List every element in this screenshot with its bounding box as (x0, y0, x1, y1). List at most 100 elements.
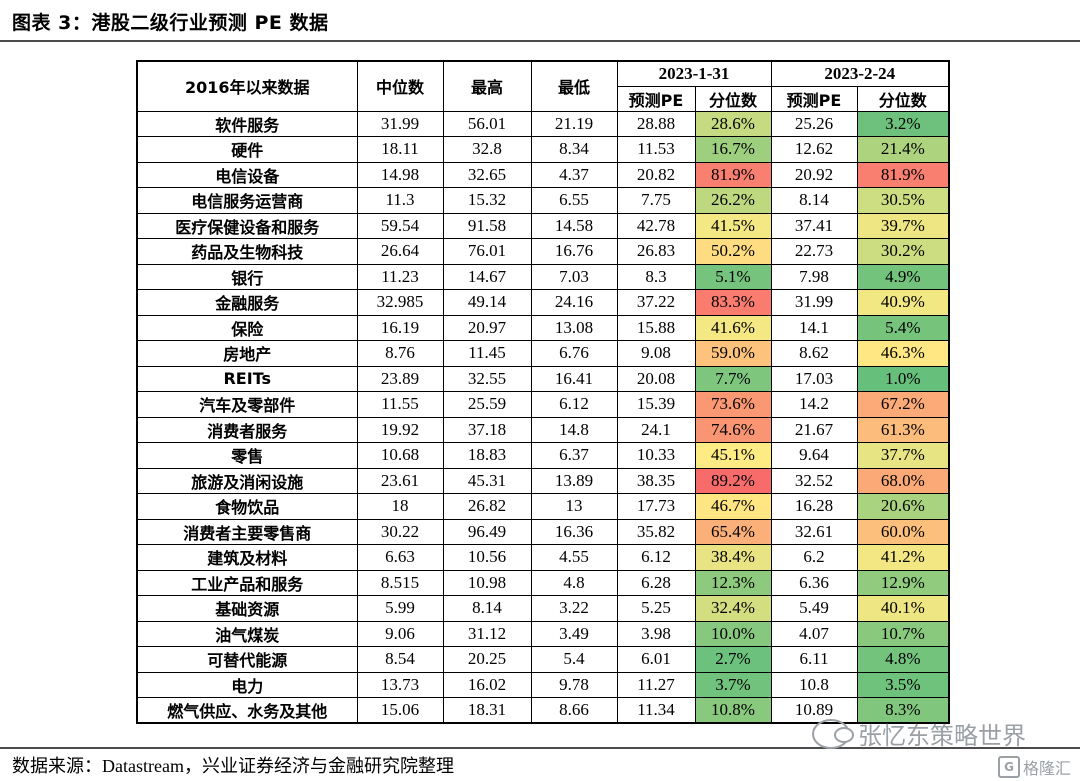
min-cell: 5.4 (530, 646, 618, 673)
max-cell: 45.31 (442, 467, 532, 494)
pct-cell-2: 3.2% (856, 110, 950, 137)
pct-cell-1: 46.7% (694, 493, 772, 520)
logo-text: 格隆汇 (1023, 759, 1072, 778)
row-name: 基础资源 (136, 595, 358, 622)
pe-cell-1: 11.34 (616, 697, 696, 724)
pct-cell-2: 8.3% (856, 697, 950, 724)
gelonghui-logo: G 格隆汇 (998, 755, 1071, 779)
pe-cell-2: 17.03 (770, 365, 858, 392)
pct-cell-1: 5.1% (694, 263, 772, 290)
row-name: 油气煤炭 (136, 620, 358, 647)
min-cell: 3.49 (530, 620, 618, 647)
max-cell: 56.01 (442, 110, 532, 137)
min-cell: 14.58 (530, 212, 618, 239)
pe-cell-1: 5.25 (616, 595, 696, 622)
pct-cell-1: 73.6% (694, 391, 772, 418)
max-cell: 20.25 (442, 646, 532, 673)
max-cell: 49.14 (442, 289, 532, 316)
median-cell: 59.54 (356, 212, 444, 239)
pct-cell-2: 30.5% (856, 187, 950, 214)
pct-cell-1: 65.4% (694, 518, 772, 545)
pe-cell-2: 25.26 (770, 110, 858, 137)
table-row: 消费者服务 19.92 37.18 14.8 24.1 74.6% 21.67 61.3% (136, 416, 950, 443)
min-cell: 8.66 (530, 697, 618, 724)
table-row: 软件服务 31.99 56.01 21.19 28.88 28.6% 25.26 3.2% (136, 110, 950, 137)
max-cell: 26.82 (442, 493, 532, 520)
table-header: 2016年以来数据 中位数 最高 最低 2023-1-31 2023-2-24 … (136, 60, 950, 112)
max-cell: 14.67 (442, 263, 532, 290)
min-cell: 6.37 (530, 442, 618, 469)
max-cell: 20.97 (442, 314, 532, 341)
max-cell: 18.83 (442, 442, 532, 469)
min-cell: 24.16 (530, 289, 618, 316)
row-name: 燃气供应、水务及其他 (136, 697, 358, 724)
pe-cell-1: 28.88 (616, 110, 696, 137)
row-name: 保险 (136, 314, 358, 341)
pe-cell-1: 24.1 (616, 416, 696, 443)
row-name: REITs (136, 365, 358, 392)
pe-cell-2: 10.8 (770, 671, 858, 698)
min-cell: 6.76 (530, 340, 618, 367)
pe-cell-2: 9.64 (770, 442, 858, 469)
max-cell: 32.55 (442, 365, 532, 392)
pe-cell-1: 3.98 (616, 620, 696, 647)
row-name: 药品及生物科技 (136, 238, 358, 265)
max-cell: 31.12 (442, 620, 532, 647)
min-cell: 6.55 (530, 187, 618, 214)
pe-cell-2: 12.62 (770, 136, 858, 163)
row-name: 零售 (136, 442, 358, 469)
top-rule (0, 40, 1080, 42)
pe-cell-2: 21.67 (770, 416, 858, 443)
pct-cell-2: 40.1% (856, 595, 950, 622)
pct-cell-2: 67.2% (856, 391, 950, 418)
min-cell: 16.36 (530, 518, 618, 545)
min-cell: 7.03 (530, 263, 618, 290)
pct-cell-2: 61.3% (856, 416, 950, 443)
row-name: 房地产 (136, 340, 358, 367)
max-cell: 8.14 (442, 595, 532, 622)
median-cell: 8.515 (356, 569, 444, 596)
table-row: 医疗保健设备和服务 59.54 91.58 14.58 42.78 41.5% 37.41 3… (136, 212, 950, 239)
pct-cell-1: 10.0% (694, 620, 772, 647)
table-row: 燃气供应、水务及其他 15.06 18.31 8.66 11.34 10.8% 10.89 8… (136, 697, 950, 724)
row-name: 汽车及零部件 (136, 391, 358, 418)
pe-cell-2: 31.99 (770, 289, 858, 316)
pe-cell-1: 15.88 (616, 314, 696, 341)
min-cell: 21.19 (530, 110, 618, 137)
pct-cell-2: 1.0% (856, 365, 950, 392)
min-cell: 13.08 (530, 314, 618, 341)
max-cell: 96.49 (442, 518, 532, 545)
table-row: 药品及生物科技 26.64 76.01 16.76 26.83 50.2% 22.73 30.… (136, 238, 950, 265)
pct-cell-1: 38.4% (694, 544, 772, 571)
table-row: 建筑及材料 6.63 10.56 4.55 6.12 38.4% 6.2 41.2% (136, 544, 950, 571)
median-cell: 6.63 (356, 544, 444, 571)
median-cell: 11.3 (356, 187, 444, 214)
pct-cell-2: 60.0% (856, 518, 950, 545)
row-name: 电信设备 (136, 161, 358, 188)
pct-cell-1: 26.2% (694, 187, 772, 214)
table-row: 消费者主要零售商 30.22 96.49 16.36 35.82 65.4% 32.61 60… (136, 518, 950, 545)
median-cell: 13.73 (356, 671, 444, 698)
pct-cell-1: 45.1% (694, 442, 772, 469)
pct-cell-1: 41.5% (694, 212, 772, 239)
table-row: 电信服务运营商 11.3 15.32 6.55 7.75 26.2% 8.14 30.5% (136, 187, 950, 214)
pe-cell-2: 6.11 (770, 646, 858, 673)
table-row: 可替代能源 8.54 20.25 5.4 6.01 2.7% 6.11 4.8% (136, 646, 950, 673)
min-cell: 14.8 (530, 416, 618, 443)
pct-cell-1: 32.4% (694, 595, 772, 622)
max-cell: 76.01 (442, 238, 532, 265)
pe-cell-1: 9.08 (616, 340, 696, 367)
pe-cell-1: 6.01 (616, 646, 696, 673)
pe-cell-1: 20.82 (616, 161, 696, 188)
source-note: 数据来源：Datastream，兴业证券经济与金融研究院整理 (12, 756, 454, 776)
pe-cell-2: 16.28 (770, 493, 858, 520)
row-name: 电信服务运营商 (136, 187, 358, 214)
pe-cell-2: 8.14 (770, 187, 858, 214)
watermark: 张忆东策略世界 (812, 716, 1026, 751)
table-body: 软件服务 31.99 56.01 21.19 28.88 28.6% 25.26 3.2% 硬件… (136, 110, 950, 724)
median-cell: 9.06 (356, 620, 444, 647)
pe-cell-2: 6.2 (770, 544, 858, 571)
max-cell: 18.31 (442, 697, 532, 724)
row-name: 旅游及消闲设施 (136, 467, 358, 494)
pe-cell-2: 32.52 (770, 467, 858, 494)
